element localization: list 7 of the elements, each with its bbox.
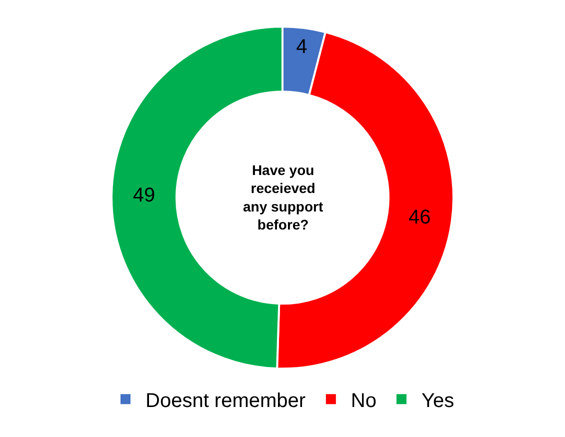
legend-label: No — [350, 390, 376, 412]
legend-label: Yes — [421, 390, 454, 412]
legend-label: Doesnt remember — [146, 390, 306, 412]
data-label: 4 — [296, 36, 308, 58]
text: Have you receieved any support before? — [243, 162, 324, 233]
data-label: 49 — [132, 184, 156, 206]
data-label: 46 — [408, 206, 431, 228]
